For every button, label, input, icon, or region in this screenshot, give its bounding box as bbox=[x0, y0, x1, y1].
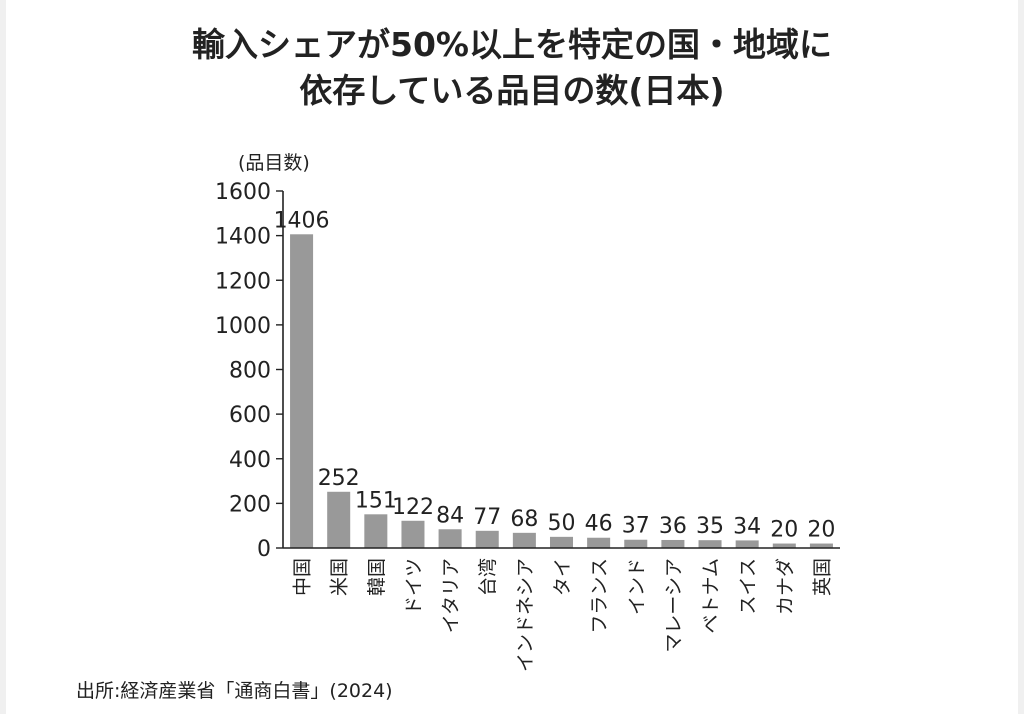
bar-12 bbox=[735, 540, 759, 548]
value-label-3: 122 bbox=[392, 495, 434, 520]
bar-6 bbox=[512, 532, 536, 548]
bar-2 bbox=[364, 514, 388, 548]
category-label-3: ドイツ bbox=[403, 558, 425, 615]
value-label-9: 37 bbox=[622, 514, 650, 539]
category-label-10: マレーシア bbox=[663, 558, 685, 653]
category-label-14: 英国 bbox=[811, 558, 833, 596]
bar-5 bbox=[475, 530, 499, 548]
y-axis-label: (品目数) bbox=[238, 152, 310, 174]
value-label-13: 20 bbox=[770, 518, 798, 543]
category-label-9: インド bbox=[626, 558, 648, 615]
chart-title: 輸入シェアが50%以上を特定の国・地域に 依存している品目の数(日本) bbox=[6, 22, 1018, 114]
value-label-14: 20 bbox=[807, 518, 835, 543]
category-label-6: インドネシア bbox=[514, 558, 536, 672]
bar-11 bbox=[698, 540, 722, 548]
y-tick-label-1: 200 bbox=[229, 492, 271, 517]
value-label-7: 50 bbox=[548, 511, 576, 536]
bar-0 bbox=[290, 234, 314, 548]
bar-8 bbox=[587, 537, 611, 548]
y-tick-label-5: 1000 bbox=[215, 314, 271, 339]
value-label-10: 36 bbox=[659, 514, 687, 539]
bar-14 bbox=[809, 543, 833, 548]
category-label-13: カナダ bbox=[774, 558, 796, 615]
category-label-0: 中国 bbox=[292, 558, 314, 596]
value-label-4: 84 bbox=[436, 503, 464, 528]
chart-title-line-2: 依存している品目の数(日本) bbox=[299, 71, 725, 110]
category-label-11: ベトナム bbox=[700, 558, 722, 633]
source-note: 出所:経済産業省「通商白書」(2024) bbox=[76, 680, 393, 702]
y-tick-label-0: 0 bbox=[257, 537, 271, 562]
y-tick-label-6: 1200 bbox=[215, 269, 271, 294]
value-label-1: 252 bbox=[318, 466, 360, 491]
category-label-2: 韓国 bbox=[366, 558, 388, 596]
value-label-6: 68 bbox=[510, 507, 538, 532]
bar-1 bbox=[327, 491, 351, 548]
category-label-12: スイス bbox=[737, 558, 759, 614]
value-label-2: 151 bbox=[355, 488, 397, 513]
chart-title-line-1: 輸入シェアが50%以上を特定の国・地域に bbox=[192, 25, 832, 64]
category-label-1: 米国 bbox=[329, 558, 351, 596]
value-label-0: 1406 bbox=[274, 208, 330, 233]
bar-10 bbox=[661, 539, 685, 548]
category-label-7: タイ bbox=[552, 558, 574, 596]
bar-3 bbox=[401, 520, 425, 548]
bar-13 bbox=[772, 543, 796, 548]
value-label-12: 34 bbox=[733, 514, 761, 539]
y-tick-label-2: 400 bbox=[229, 448, 271, 473]
value-label-8: 46 bbox=[585, 512, 613, 537]
category-label-8: フランス bbox=[589, 558, 611, 634]
bar-7 bbox=[549, 536, 574, 548]
bar-4 bbox=[438, 529, 462, 548]
value-label-11: 35 bbox=[696, 514, 724, 539]
y-tick-label-3: 600 bbox=[229, 403, 271, 428]
y-tick-label-8: 1600 bbox=[215, 180, 271, 205]
category-label-5: 台湾 bbox=[477, 558, 499, 596]
category-label-4: イタリア bbox=[440, 558, 462, 633]
y-tick-label-4: 800 bbox=[229, 359, 271, 384]
value-label-5: 77 bbox=[473, 505, 501, 530]
chart-page: 輸入シェアが50%以上を特定の国・地域に 依存している品目の数(日本) (品目数… bbox=[6, 0, 1018, 714]
bar-9 bbox=[624, 539, 648, 548]
y-tick-label-7: 1400 bbox=[215, 225, 271, 250]
